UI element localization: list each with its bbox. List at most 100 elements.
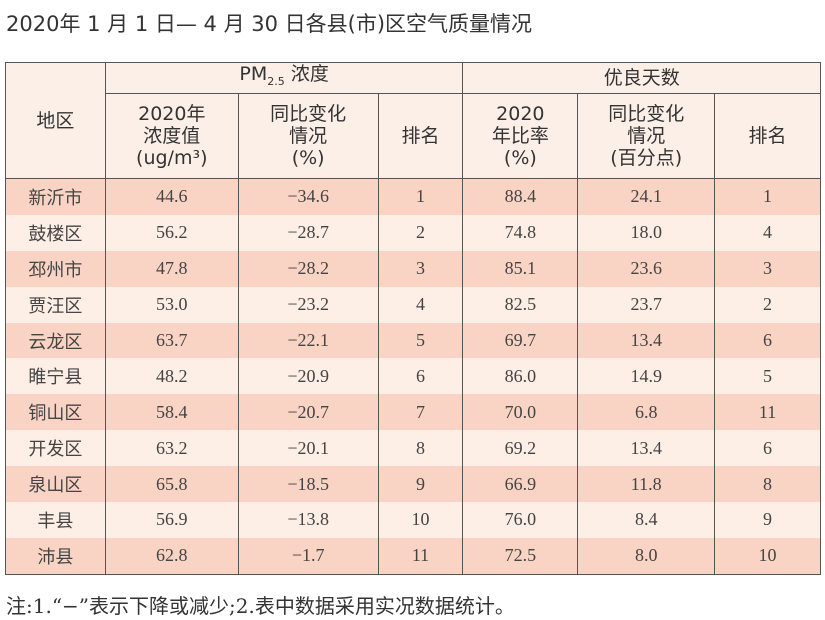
value-cell: 13.4: [577, 430, 715, 467]
value-cell: −28.2: [237, 250, 379, 287]
table-row: 沛县 62.8 −1.7 11 72.5 8.0 10: [5, 537, 821, 575]
value-cell: −20.9: [237, 358, 379, 395]
header-line: (%): [503, 147, 537, 169]
region-cell: 沛县: [5, 537, 106, 575]
value-cell: 11.8: [577, 466, 715, 503]
value-cell: 3: [714, 250, 821, 287]
value-cell: 23.6: [577, 250, 715, 287]
header-line: 年比率: [491, 125, 549, 147]
value-cell: 56.2: [104, 214, 239, 251]
table-row: 泉山区 65.8 −18.5 9 66.9 11.8 8: [5, 466, 821, 503]
value-cell: 58.4: [104, 394, 239, 431]
header-good-col-0: 2020 年比率 (%): [462, 93, 578, 179]
value-cell: 6.8: [577, 394, 715, 431]
value-cell: 10: [377, 502, 463, 538]
value-cell: 13.4: [577, 322, 715, 359]
value-cell: 1: [714, 178, 821, 215]
value-cell: 18.0: [577, 214, 715, 251]
value-cell: 48.2: [104, 358, 239, 395]
header-pm-col-0: 2020年 浓度值 (ug/m³): [104, 93, 239, 179]
header-line: 情况: [627, 125, 666, 147]
value-cell: 2: [714, 286, 821, 323]
value-cell: 9: [377, 466, 463, 503]
value-cell: 3: [377, 250, 463, 287]
value-cell: 8.0: [577, 537, 715, 575]
table-row: 鼓楼区 56.2 −28.7 2 74.8 18.0 4: [5, 214, 821, 251]
value-cell: 72.5: [462, 537, 578, 575]
value-cell: 63.2: [104, 430, 239, 467]
region-cell: 贾汪区: [5, 286, 106, 323]
header-line: 同比变化: [608, 103, 685, 125]
value-cell: −34.6: [237, 178, 379, 215]
table-row: 睢宁县 48.2 −20.9 6 86.0 14.9 5: [5, 358, 821, 395]
value-cell: −20.7: [237, 394, 379, 431]
header-good-days-group: 优良天数: [462, 62, 821, 94]
value-cell: 88.4: [462, 178, 578, 215]
value-cell: 85.1: [462, 250, 578, 287]
value-cell: 86.0: [462, 358, 578, 395]
header-line: 浓度值: [143, 125, 201, 147]
header-line: (百分点): [610, 147, 683, 169]
value-cell: 2: [377, 214, 463, 251]
value-cell: 6: [714, 322, 821, 359]
value-cell: 70.0: [462, 394, 578, 431]
value-cell: 11: [377, 537, 463, 575]
region-cell: 泉山区: [5, 466, 106, 503]
region-cell: 新沂市: [5, 178, 106, 215]
value-cell: 69.7: [462, 322, 578, 359]
value-cell: −13.8: [237, 502, 379, 538]
header-pm-col-1: 同比变化 情况 (%): [237, 93, 379, 179]
value-cell: 8.4: [577, 502, 715, 538]
value-cell: 76.0: [462, 502, 578, 538]
table-row: 丰县 56.9 −13.8 10 76.0 8.4 9: [5, 502, 821, 538]
value-cell: −20.1: [237, 430, 379, 467]
value-cell: 14.9: [577, 358, 715, 395]
value-cell: 8: [714, 466, 821, 503]
region-cell: 丰县: [5, 502, 106, 538]
value-cell: 62.8: [104, 537, 239, 575]
value-cell: −23.2: [237, 286, 379, 323]
header-line: 情况: [289, 125, 328, 147]
value-cell: −22.1: [237, 322, 379, 359]
footnote: 注:1.“−”表示下降或减少;2.表中数据采用实况数据统计。: [6, 594, 515, 618]
header-line: 2020年: [138, 103, 206, 125]
value-cell: −28.7: [237, 214, 379, 251]
page-title: 2020年 1 月 1 日— 4 月 30 日各县(市)区空气质量情况: [6, 12, 533, 36]
region-cell: 邳州市: [5, 250, 106, 287]
value-cell: 10: [714, 537, 821, 575]
value-cell: 6: [714, 430, 821, 467]
header-line: 2020: [496, 103, 545, 125]
header-line: 排名: [401, 125, 440, 147]
header-line: 同比变化: [270, 103, 347, 125]
value-cell: 63.7: [104, 322, 239, 359]
table-row: 新沂市 44.6 −34.6 1 88.4 24.1 1: [5, 178, 821, 215]
table-row: 云龙区 63.7 −22.1 5 69.7 13.4 6: [5, 322, 821, 359]
value-cell: 6: [377, 358, 463, 395]
value-cell: 65.8: [104, 466, 239, 503]
value-cell: 47.8: [104, 250, 239, 287]
header-good-col-1: 同比变化 情况 (百分点): [577, 93, 715, 179]
value-cell: 69.2: [462, 430, 578, 467]
value-cell: 5: [377, 322, 463, 359]
value-cell: −18.5: [237, 466, 379, 503]
header-good-col-2: 排名: [714, 93, 821, 179]
region-cell: 开发区: [5, 430, 106, 467]
header-region: 地区: [5, 62, 106, 179]
value-cell: 44.6: [104, 178, 239, 215]
table-row: 贾汪区 53.0 −23.2 4 82.5 23.7 2: [5, 286, 821, 323]
table-row: 开发区 63.2 −20.1 8 69.2 13.4 6: [5, 430, 821, 467]
value-cell: −1.7: [237, 537, 379, 575]
value-cell: 66.9: [462, 466, 578, 503]
air-quality-table: 地区 PM2.5 浓度 优良天数 2020年 浓度值 (ug/m³) 同比变化 情况 (%…: [5, 62, 821, 575]
region-cell: 铜山区: [5, 394, 106, 431]
region-cell: 鼓楼区: [5, 214, 106, 251]
table-row: 邳州市 47.8 −28.2 3 85.1 23.6 3: [5, 250, 821, 287]
value-cell: 23.7: [577, 286, 715, 323]
value-cell: 53.0: [104, 286, 239, 323]
value-cell: 4: [714, 214, 821, 251]
value-cell: 82.5: [462, 286, 578, 323]
value-cell: 9: [714, 502, 821, 538]
value-cell: 1: [377, 178, 463, 215]
header-line: (%): [291, 147, 325, 169]
value-cell: 11: [714, 394, 821, 431]
